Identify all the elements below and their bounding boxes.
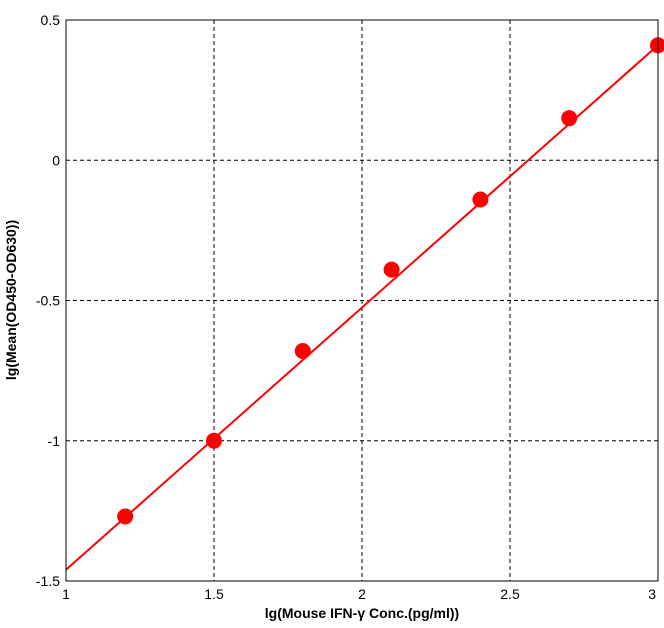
data-point bbox=[383, 261, 400, 278]
y-tick-label: -1.5 bbox=[36, 573, 60, 589]
fit-line-group bbox=[65, 44, 659, 571]
x-tick-label: 3 bbox=[648, 586, 656, 602]
y-tick-label: 0.5 bbox=[41, 12, 61, 28]
data-point bbox=[472, 191, 489, 208]
data-points bbox=[117, 37, 664, 525]
data-point bbox=[650, 37, 664, 54]
x-axis-title: lg(Mouse IFN-γ Conc.(pg/ml)) bbox=[265, 605, 459, 621]
data-point bbox=[206, 432, 222, 449]
fit-line bbox=[65, 44, 659, 571]
x-tick-label: 1.5 bbox=[204, 586, 224, 602]
plot-frame bbox=[65, 19, 659, 582]
y-tick-labels: -1.5 -1 -0.5 0 0.5 bbox=[36, 12, 60, 589]
y-tick-label: -0.5 bbox=[36, 293, 60, 309]
data-point bbox=[294, 342, 311, 359]
x-tick-label: 2.5 bbox=[500, 586, 520, 602]
y-tick-label: -1 bbox=[48, 433, 61, 449]
x-tick-labels: 1 1.5 2 2.5 3 bbox=[62, 586, 656, 602]
y-tick-label: 0 bbox=[52, 152, 60, 168]
x-tick-label: 1 bbox=[62, 586, 70, 602]
y-axis-title: lg(Mean(OD450-OD630)) bbox=[3, 220, 19, 380]
grid-lines bbox=[66, 20, 658, 581]
x-tick-label: 2 bbox=[358, 586, 366, 602]
data-point bbox=[117, 508, 134, 525]
data-point bbox=[561, 110, 578, 127]
